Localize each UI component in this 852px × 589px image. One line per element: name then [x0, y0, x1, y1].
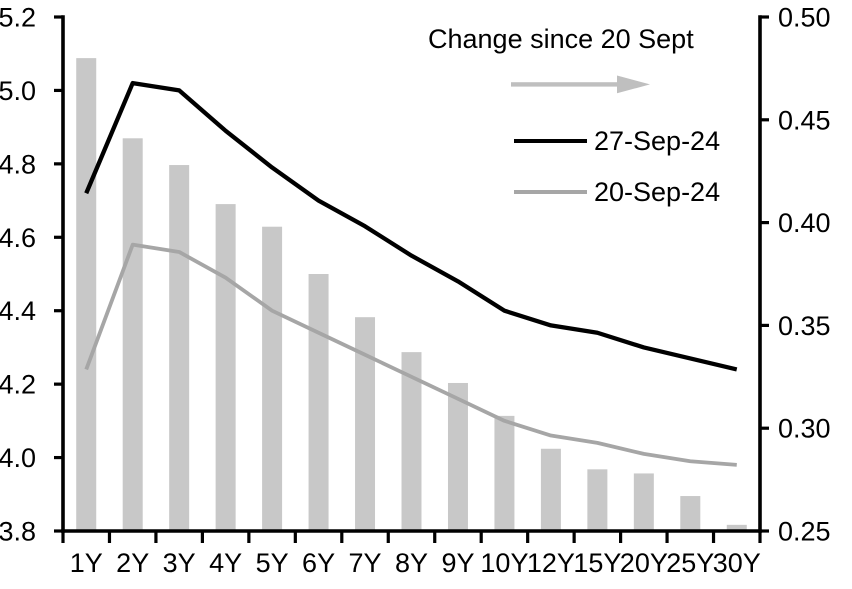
bar-9Y [447, 382, 468, 531]
right-axis-label: 0.30 [778, 414, 831, 444]
bar-6Y [308, 274, 329, 531]
right-axis-ticks: 0.50 0.45 0.40 0.35 0.30 0.25 [760, 3, 831, 547]
line-swatch-gray [514, 189, 587, 195]
x-axis-label-3Y: 3Y [163, 548, 196, 578]
left-axis-label: 4.4 [0, 296, 36, 326]
line-swatch-black [514, 138, 587, 144]
axes [61, 15, 762, 533]
change-arrow-icon [511, 75, 650, 94]
legend-label-20-sep: 20-Sep-24 [594, 177, 721, 207]
bar-series-change [76, 58, 747, 532]
left-axis-label: 5.0 [0, 76, 36, 106]
left-axis-label: 5.2 [0, 3, 36, 33]
legend-item-20-sep: 20-Sep-24 [514, 178, 720, 206]
line-series [84, 242, 737, 467]
bar-5Y [262, 226, 283, 531]
line-27-Sep-24 [84, 80, 738, 372]
left-axis-label: 4.0 [0, 443, 36, 473]
x-axis-label-5Y: 5Y [256, 548, 289, 578]
right-axis-label: 0.35 [778, 311, 831, 341]
bar-30Y [726, 524, 747, 531]
bar-10Y [494, 415, 515, 531]
line-20-Sep-24 [84, 242, 737, 467]
x-axis-label-15Y: 15Y [573, 548, 621, 578]
left-axis-label: 4.8 [0, 149, 36, 179]
legend-item-27-sep: 27-Sep-24 [514, 127, 720, 155]
x-axis-label-20Y: 20Y [620, 548, 668, 578]
bar-8Y [401, 352, 422, 531]
x-axis-label-6Y: 6Y [302, 548, 335, 578]
right-axis-label: 0.45 [778, 105, 831, 135]
right-axis-label: 0.40 [778, 208, 831, 238]
left-axis-label: 3.8 [0, 517, 36, 547]
x-axis-label-2Y: 2Y [116, 548, 149, 578]
bar-12Y [540, 448, 561, 531]
x-axis-label-1Y: 1Y [70, 548, 103, 578]
x-axis-label-30Y: 30Y [713, 548, 761, 578]
bar-7Y [355, 317, 376, 531]
left-axis-label: 4.6 [0, 223, 36, 253]
x-axis-label-9Y: 9Y [441, 548, 474, 578]
x-axis-label-25Y: 25Y [666, 548, 714, 578]
bar-25Y [680, 496, 701, 531]
bar-3Y [169, 165, 190, 532]
legend-title: Change since 20 Sept [428, 24, 694, 54]
x-axis-label-4Y: 4Y [209, 548, 242, 578]
bar-4Y [215, 204, 236, 531]
bar-20Y [633, 473, 654, 531]
legend-label-27-sep: 27-Sep-24 [594, 126, 721, 156]
right-axis-label: 0.25 [778, 517, 831, 547]
bar-15Y [587, 469, 608, 531]
x-axis-label-10Y: 10Y [480, 548, 528, 578]
line-series [84, 80, 738, 372]
bar-1Y [76, 58, 97, 532]
right-axis-label: 0.50 [778, 3, 831, 33]
bar-2Y [122, 138, 143, 531]
left-axis-label: 4.2 [0, 370, 36, 400]
left-axis-ticks: 5.2 5.0 4.8 4.6 4.4 4.2 4.0 3.8 [0, 3, 63, 547]
x-axis-label-12Y: 12Y [527, 548, 575, 578]
x-axis-label-7Y: 7Y [349, 548, 382, 578]
x-axis-label-8Y: 8Y [395, 548, 428, 578]
